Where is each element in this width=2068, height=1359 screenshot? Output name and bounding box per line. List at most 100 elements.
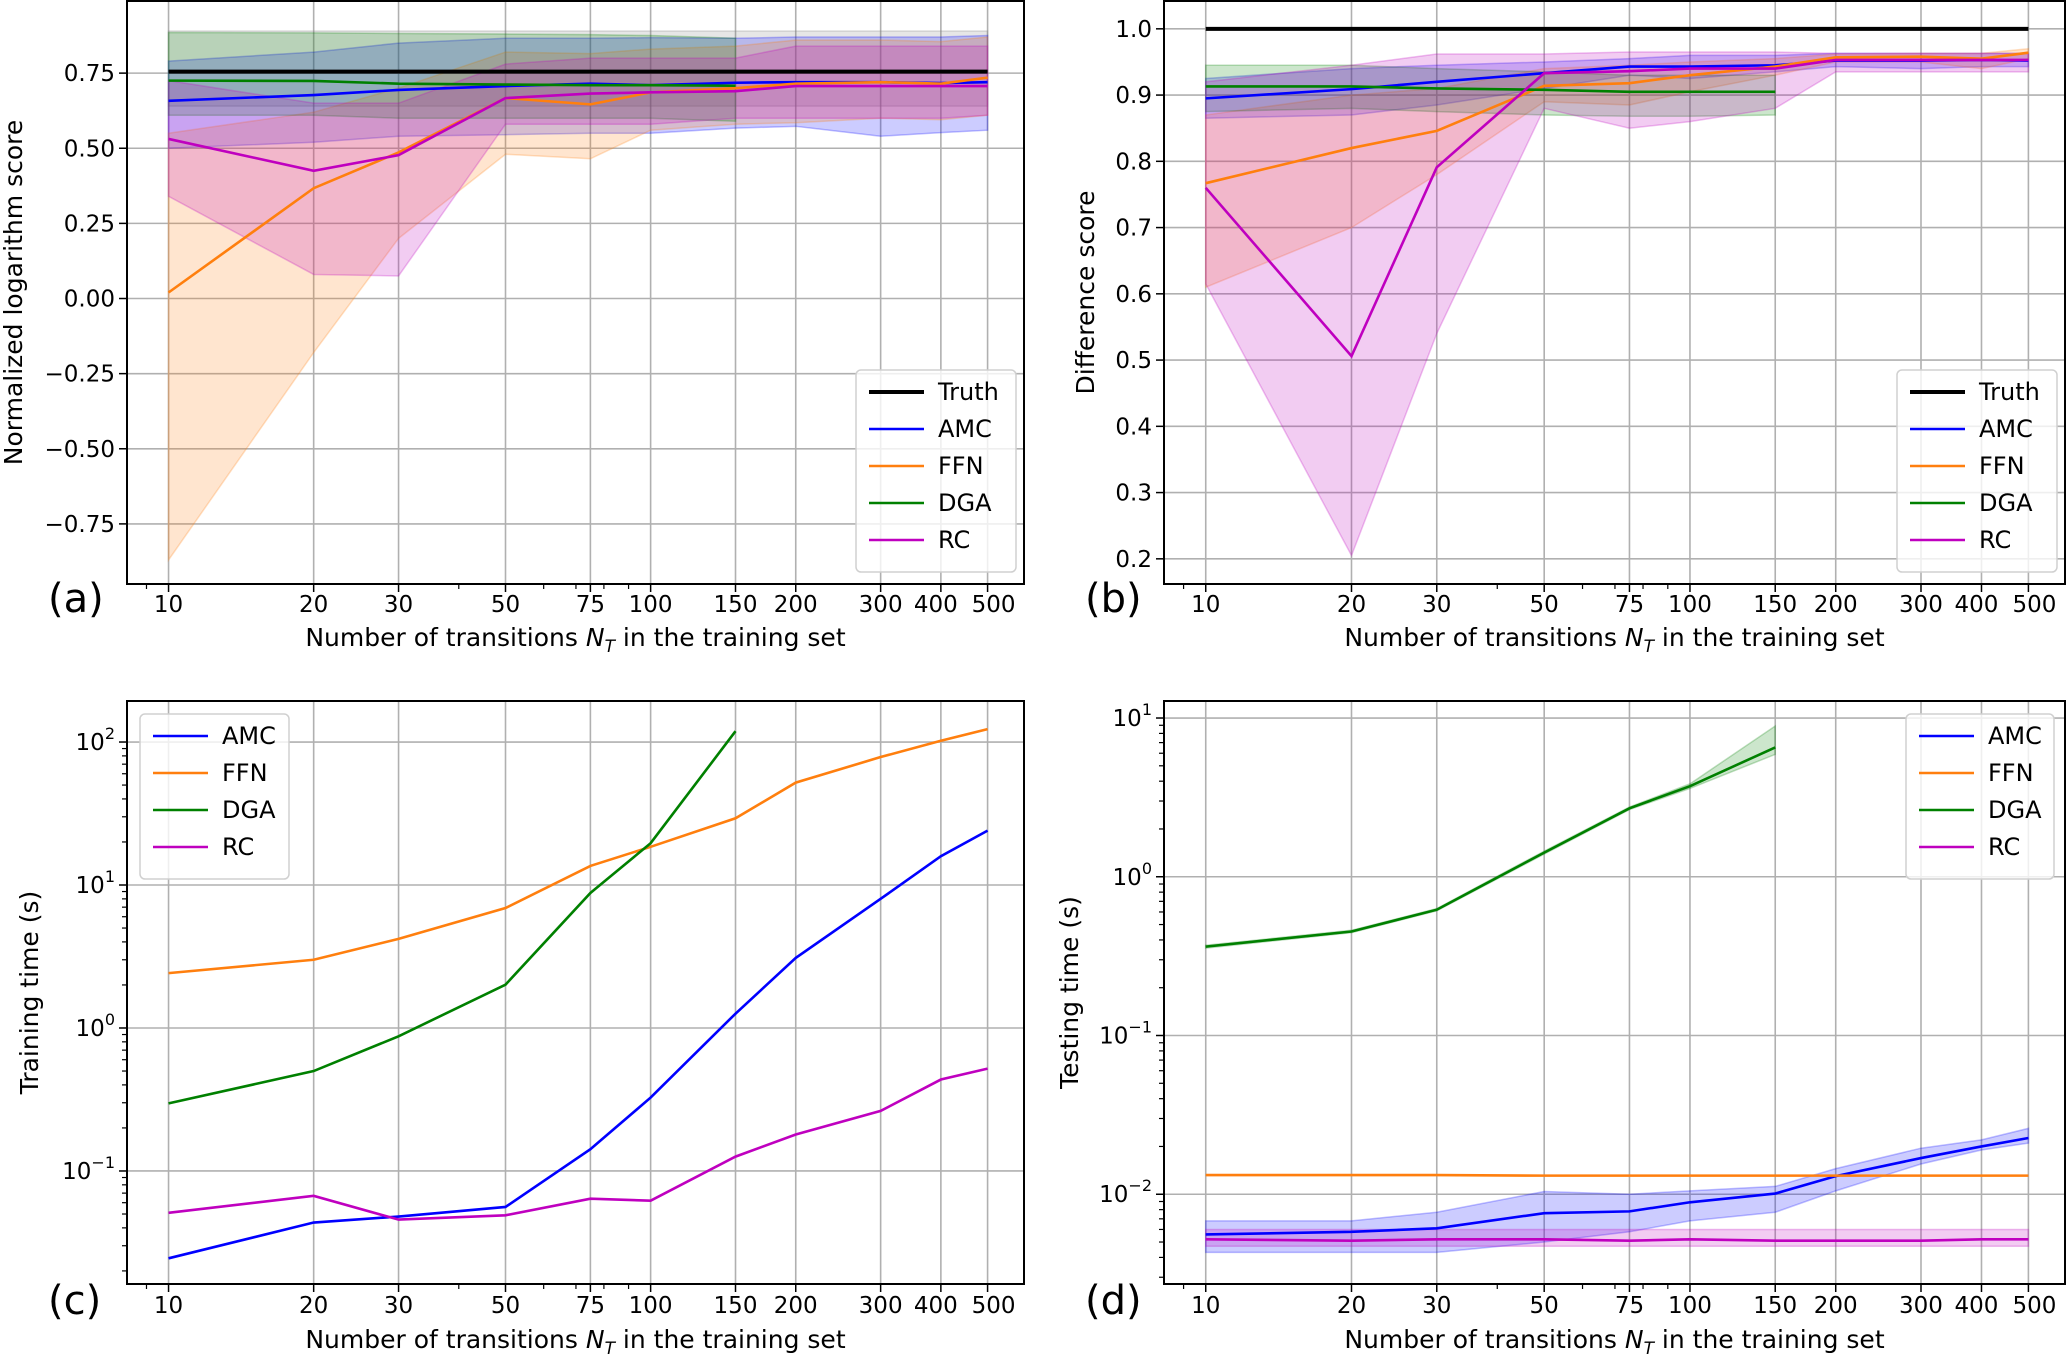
legend-label-amc: AMC xyxy=(938,415,992,443)
y-tick-base: 10 xyxy=(1099,1182,1128,1208)
x-tick-label: 20 xyxy=(299,592,328,618)
x-tick-label: 500 xyxy=(972,592,1016,618)
x-axis-label: Number of transitions NT in the training… xyxy=(1344,623,1884,657)
y-tick-label: 100 xyxy=(76,1010,115,1042)
y-tick-label: −0.75 xyxy=(45,512,115,538)
y-tick-label: 0.5 xyxy=(1115,348,1152,374)
y-tick-label: 1.0 xyxy=(1115,17,1152,43)
y-tick-exponent: −1 xyxy=(1128,1018,1152,1037)
legend-label-dga: DGA xyxy=(1979,489,2033,517)
legend-label-ffn: FFN xyxy=(222,759,268,787)
y-tick-exponent: 0 xyxy=(105,1010,115,1029)
y-tick-label: 0.8 xyxy=(1115,149,1152,175)
panel-c: 10 20 30 50 75 100 150 200 300 400 50010210110010−… xyxy=(15,700,1025,1359)
x-tick-label: 50 xyxy=(1530,592,1559,618)
band-amc xyxy=(1204,52,2030,120)
y-tick-base: 10 xyxy=(1113,706,1142,732)
panel-a: 10 20 30 50 75 100 150 200 300 400 500 0.75 0.50 0.25… xyxy=(0,0,1025,657)
x-axis-label-subscript: T xyxy=(605,1339,617,1359)
legend-label-amc: AMC xyxy=(222,722,276,750)
y-tick-exponent: 1 xyxy=(1142,700,1152,719)
x-tick-label: 100 xyxy=(629,1293,673,1319)
x-tick-label: 75 xyxy=(1615,592,1644,618)
legend-label-dga: DGA xyxy=(222,796,276,824)
y-tick-base: 10 xyxy=(76,1016,105,1042)
x-tick-label: 300 xyxy=(1899,1293,1943,1319)
band-rc xyxy=(167,45,989,277)
y-tick-label: 101 xyxy=(76,867,115,899)
x-axis-label: Number of transitions NT in the training… xyxy=(1344,1325,1884,1359)
legend-label-ffn: FFN xyxy=(938,452,984,480)
x-tick-label: 20 xyxy=(299,1293,328,1319)
y-tick-label: 0.50 xyxy=(64,136,115,162)
x-tick-label: 10 xyxy=(154,1293,183,1319)
band-rc xyxy=(1204,51,2030,558)
y-tick-label: 100 xyxy=(1113,859,1152,891)
legend-label-ffn: FFN xyxy=(1979,452,2025,480)
x-axis-label-text: in the training set xyxy=(615,1325,846,1354)
x-tick-label: 100 xyxy=(1668,1293,1712,1319)
x-axis-label-variable: N xyxy=(1625,1325,1644,1354)
line-amc xyxy=(168,829,989,1260)
y-tick-label: 0.3 xyxy=(1115,481,1152,507)
x-tick-label: 100 xyxy=(629,592,673,618)
legend-label-dga: DGA xyxy=(1988,796,2042,824)
x-axis-label-text: Number of transitions xyxy=(305,1325,586,1354)
y-tick-label: −0.25 xyxy=(45,362,115,388)
axes-frame xyxy=(126,0,1025,585)
axes-frame xyxy=(1163,700,2066,1285)
y-tick-label: 0.6 xyxy=(1115,282,1152,308)
x-axis-label-text: Number of transitions xyxy=(1344,1325,1625,1354)
band-ffn xyxy=(167,36,989,563)
y-tick-label: 10−1 xyxy=(1099,1018,1152,1050)
legend-label-rc: RC xyxy=(1979,526,2011,554)
x-axis-label-text: in the training set xyxy=(615,623,846,652)
x-tick-label: 200 xyxy=(774,1293,818,1319)
panel-b: 10 20 30 50 75 100 150 200 300 400 500 1.0 0.9 0.8 0.7… xyxy=(1071,0,2066,657)
y-tick-label: 10−2 xyxy=(1099,1176,1152,1208)
y-tick-exponent: 0 xyxy=(1142,859,1152,878)
x-axis-label-text: Number of transitions xyxy=(1344,623,1625,652)
x-tick-label: 150 xyxy=(1753,592,1797,618)
band-amc xyxy=(167,34,989,150)
legend-label-amc: AMC xyxy=(1979,415,2033,443)
x-tick-label: 400 xyxy=(1955,592,1999,618)
y-tick-label: 0.9 xyxy=(1115,83,1152,109)
y-tick-base: 10 xyxy=(76,873,105,899)
y-tick-label: 101 xyxy=(1113,700,1152,732)
x-tick-label: 500 xyxy=(2012,1293,2056,1319)
x-tick-label: 200 xyxy=(1814,1293,1858,1319)
y-tick-label: 0.00 xyxy=(64,287,115,313)
axes-frame xyxy=(1163,0,2066,585)
x-axis-label-text: in the training set xyxy=(1654,623,1885,652)
x-tick-label: 20 xyxy=(1337,592,1366,618)
panel-label: (d) xyxy=(1085,1278,1142,1324)
y-tick-label: 10−1 xyxy=(62,1153,115,1185)
x-tick-label: 10 xyxy=(1191,592,1220,618)
band-dga xyxy=(167,31,737,122)
x-tick-label: 30 xyxy=(1422,592,1451,618)
x-axis-label-text: in the training set xyxy=(1654,1325,1885,1354)
y-axis-label: Training time (s) xyxy=(15,891,44,1096)
x-tick-label: 150 xyxy=(714,1293,758,1319)
legend-label-amc: AMC xyxy=(1988,722,2042,750)
line-rc xyxy=(1205,1238,2029,1242)
panel-label: (a) xyxy=(48,576,104,622)
legend: AMC FFN DGA RC xyxy=(1905,713,2055,880)
y-tick-label: 0.4 xyxy=(1115,414,1152,440)
x-tick-label: 400 xyxy=(1955,1293,1999,1319)
y-tick-exponent: −2 xyxy=(1128,1176,1152,1195)
x-tick-label: 300 xyxy=(859,1293,903,1319)
x-tick-label: 300 xyxy=(1899,592,1943,618)
x-axis-label: Number of transitions NT in the training… xyxy=(305,1325,845,1359)
panel-label: (b) xyxy=(1085,576,1142,622)
line-ffn xyxy=(168,727,988,975)
x-tick-label: 500 xyxy=(2012,592,2056,618)
x-tick-label: 500 xyxy=(972,1293,1016,1319)
x-tick-label: 50 xyxy=(491,1293,520,1319)
axes-frame xyxy=(126,700,1025,1285)
x-axis-label-variable: N xyxy=(586,623,605,652)
x-tick-label: 300 xyxy=(859,592,903,618)
y-tick-base: 10 xyxy=(1099,1024,1128,1050)
